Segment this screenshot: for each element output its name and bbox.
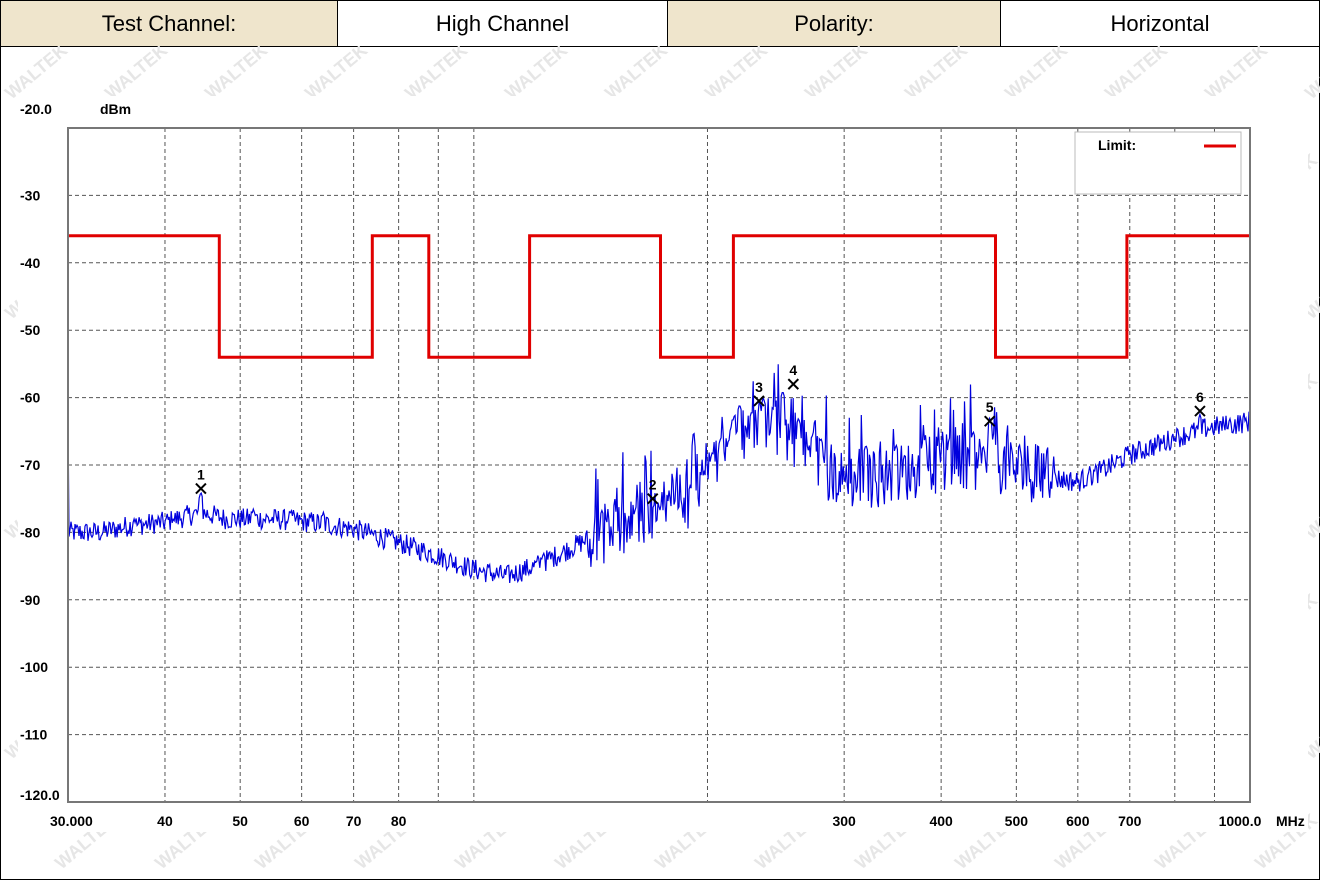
marker-cross bbox=[787, 378, 800, 390]
peak-marker: 3 bbox=[753, 379, 765, 407]
peak-marker: 2 bbox=[646, 477, 659, 505]
y-tick-label: -120.0 bbox=[20, 787, 60, 803]
marker-label: 1 bbox=[197, 467, 205, 483]
y-tick-label: -100 bbox=[20, 659, 48, 675]
y-tick-label: -20.0 bbox=[20, 101, 52, 117]
measurement-trace bbox=[67, 364, 1251, 584]
legend: Limit: bbox=[1074, 131, 1242, 195]
marker-cross bbox=[984, 415, 996, 427]
x-tick-label: 500 bbox=[1005, 813, 1029, 829]
y-tick-label: -50 bbox=[20, 322, 40, 338]
y-tick-label: -90 bbox=[20, 592, 40, 608]
marker-label: 6 bbox=[1196, 389, 1204, 405]
x-tick-label: 300 bbox=[832, 813, 856, 829]
y-tick-label: -70 bbox=[20, 457, 40, 473]
x-tick-label: 700 bbox=[1118, 813, 1142, 829]
legend-label: Limit: bbox=[1098, 137, 1136, 153]
y-unit-label: dBm bbox=[100, 101, 131, 117]
x-tick-label: 70 bbox=[346, 813, 362, 829]
peak-marker: 4 bbox=[787, 362, 800, 390]
x-unit-label: MHz bbox=[1276, 813, 1305, 829]
marker-label: 5 bbox=[986, 399, 994, 415]
y-tick-label: -30 bbox=[20, 187, 40, 203]
polarity-label: Polarity: bbox=[668, 1, 1001, 46]
x-tick-label: 600 bbox=[1066, 813, 1090, 829]
marker-cross bbox=[646, 492, 659, 505]
x-tick-label: 60 bbox=[294, 813, 310, 829]
chart-svg: 1 2 3 4 5 6 -20.0 -30 -40 -50 -60 -70 -80 -90 -100 -11… bbox=[20, 101, 1305, 829]
limit-polyline bbox=[68, 234, 1250, 359]
marker-cross bbox=[1194, 405, 1206, 417]
y-tick-label: -80 bbox=[20, 524, 40, 540]
x-tick-label: 50 bbox=[232, 813, 248, 829]
x-tick-label: 400 bbox=[929, 813, 953, 829]
peak-marker: 1 bbox=[195, 467, 207, 495]
peak-marker: 6 bbox=[1194, 389, 1206, 417]
polarity-value: Horizontal bbox=[1001, 1, 1319, 46]
peak-marker: 5 bbox=[984, 399, 996, 427]
y-tick-label: -40 bbox=[20, 255, 40, 271]
plot-border bbox=[67, 127, 1251, 803]
legend-box bbox=[1074, 131, 1242, 195]
y-tick-label: -60 bbox=[20, 390, 40, 406]
x-tick-label: 40 bbox=[157, 813, 173, 829]
info-header: Test Channel: High Channel Polarity: Hor… bbox=[1, 1, 1319, 47]
marker-cross bbox=[753, 395, 765, 407]
axes: -20.0 -30 -40 -50 -60 -70 -80 -90 -100 -110 -120.0… bbox=[20, 101, 1305, 829]
marker-cross bbox=[195, 482, 207, 495]
marker-label: 2 bbox=[649, 477, 657, 493]
emission-chart: 1 2 3 4 5 6 -20.0 -30 -40 -50 -60 -70 -80 -90 -100 -11… bbox=[18, 96, 1308, 832]
marker-label: 4 bbox=[789, 362, 797, 378]
grid-lines bbox=[68, 128, 1250, 802]
test-channel-label: Test Channel: bbox=[1, 1, 338, 46]
limit-line bbox=[68, 234, 1250, 359]
marker-label: 3 bbox=[755, 379, 763, 395]
x-tick-label: 30.000 bbox=[50, 813, 93, 829]
x-tick-label: 80 bbox=[391, 813, 407, 829]
x-tick-label: 1000.0 bbox=[1219, 813, 1262, 829]
y-tick-label: -110 bbox=[20, 727, 47, 743]
peak-markers: 1 2 3 4 5 6 bbox=[195, 362, 1206, 505]
trace-polyline bbox=[67, 364, 1251, 584]
test-channel-value: High Channel bbox=[338, 1, 668, 46]
